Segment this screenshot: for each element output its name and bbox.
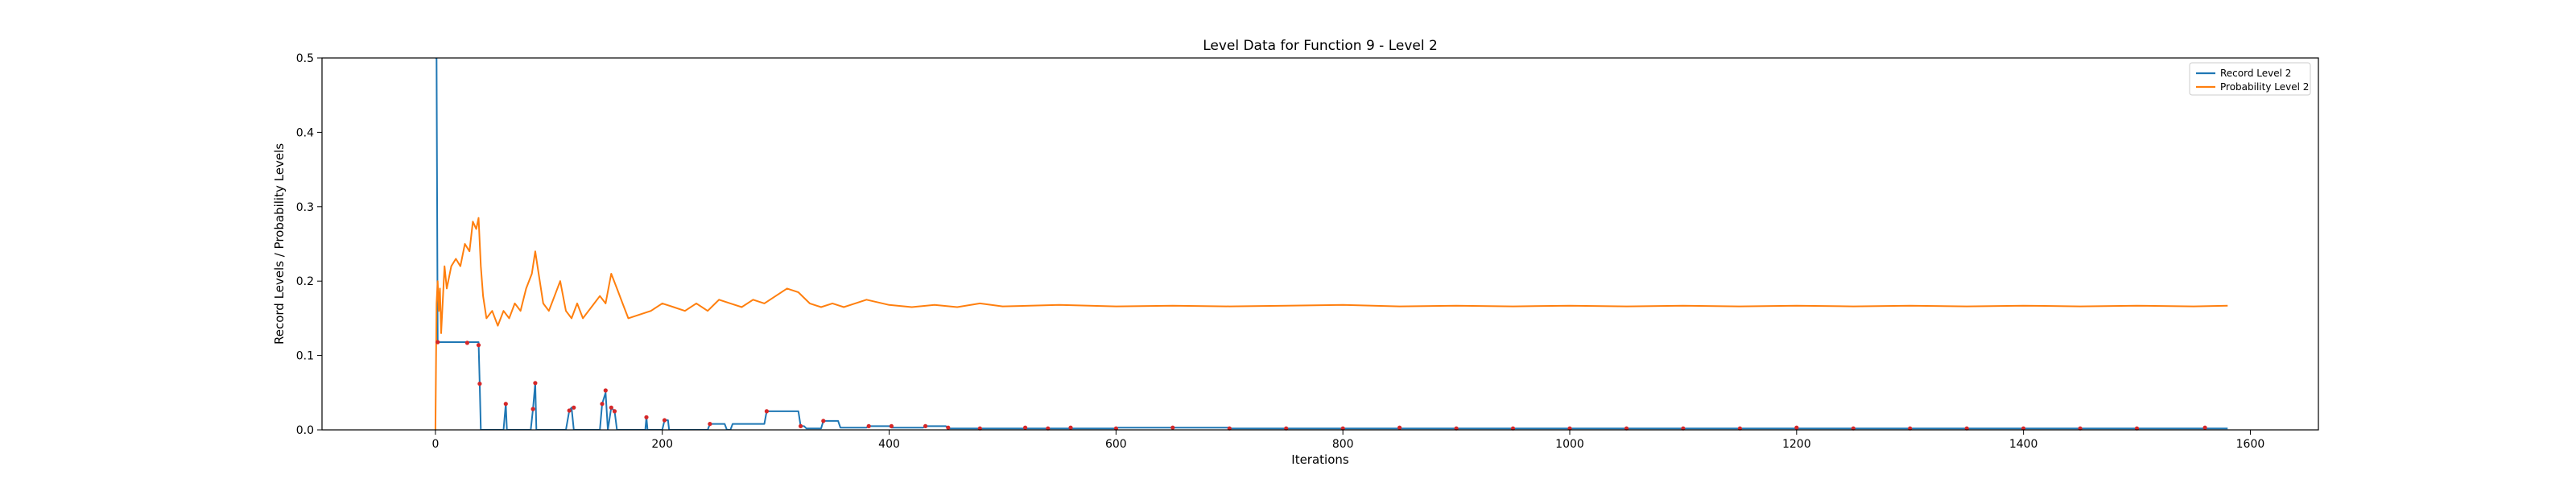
record-marker [436, 340, 440, 345]
legend: Record Level 2 Probability Level 2 [2189, 62, 2311, 96]
record-marker [600, 402, 605, 407]
record-marker [866, 423, 871, 429]
x-axis-ticks: 0 200 400 600 800 1000 1200 1400 1600 [431, 430, 2264, 451]
x-tick-label: 1200 [1782, 438, 1811, 451]
y-tick-label: 0.0 [296, 424, 314, 437]
record-marker [889, 423, 894, 429]
record-marker [572, 405, 576, 410]
legend-label-probability: Probability Level 2 [2220, 81, 2309, 93]
record-marker [477, 382, 482, 386]
record-marker [946, 425, 951, 430]
x-tick-label: 1600 [2236, 438, 2265, 451]
x-tick-label: 0 [431, 438, 439, 451]
record-marker [2202, 425, 2207, 430]
record-marker [1068, 425, 1073, 430]
x-tick-label: 200 [651, 438, 673, 451]
x-tick-label: 1000 [1555, 438, 1584, 451]
x-tick-label: 1400 [2009, 438, 2038, 451]
x-axis-title: Iterations [1291, 452, 1349, 467]
series-lines [434, 58, 2228, 430]
record-markers [436, 340, 2207, 431]
record-marker [609, 405, 613, 410]
record-marker [644, 415, 649, 419]
y-axis-ticks: 0.0 0.1 0.2 0.3 0.4 0.5 [296, 52, 322, 437]
record-marker [476, 343, 481, 348]
record-marker [567, 408, 572, 413]
record-marker [464, 341, 470, 345]
record-marker [530, 407, 535, 411]
record-marker [764, 409, 770, 414]
y-tick-label: 0.1 [296, 350, 314, 363]
plot-area-frame [321, 57, 2319, 431]
record-marker [708, 422, 712, 427]
y-tick-label: 0.4 [296, 126, 314, 139]
x-tick-label: 600 [1105, 438, 1127, 451]
series-line-probability-level [434, 217, 2228, 430]
record-marker [533, 381, 538, 386]
record-marker [1023, 425, 1028, 430]
chart-title: Level Data for Function 9 - Level 2 [1203, 38, 1438, 54]
series-line-record-level [435, 58, 2228, 430]
record-marker [603, 388, 608, 393]
record-marker [503, 402, 508, 407]
record-marker [1170, 425, 1175, 430]
record-marker [1794, 425, 1799, 430]
x-tick-label: 400 [878, 438, 900, 451]
x-tick-label: 800 [1332, 438, 1354, 451]
y-tick-label: 0.2 [296, 275, 314, 288]
y-tick-label: 0.5 [296, 52, 314, 65]
y-tick-label: 0.3 [296, 201, 314, 214]
record-marker [821, 419, 826, 423]
y-axis-title: Record Levels / Probability Levels [272, 143, 287, 345]
record-marker [923, 423, 928, 429]
legend-box [2189, 62, 2311, 96]
record-marker [1397, 425, 1402, 430]
record-marker [662, 418, 667, 423]
record-marker [799, 423, 803, 429]
record-marker [612, 409, 617, 414]
legend-label-record: Record Level 2 [2220, 68, 2291, 79]
